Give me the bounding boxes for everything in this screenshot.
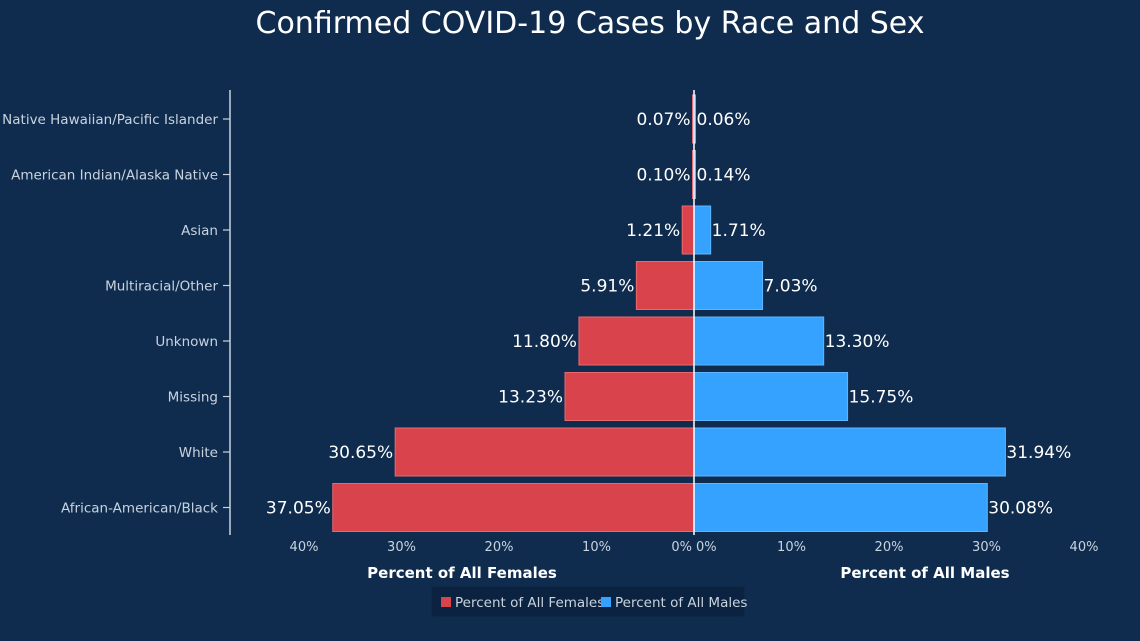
data-label-male-native-hawaiian-pacific-islander: 0.06% bbox=[697, 110, 751, 130]
data-label-female-missing: 13.23% bbox=[498, 388, 563, 408]
data-label-male-african-american-black: 30.08% bbox=[988, 499, 1053, 519]
bar-male-african-american-black bbox=[693, 483, 988, 532]
data-label-male-multiracial-other: 7.03% bbox=[764, 277, 818, 297]
data-labels-group: 0.07% 0.06% 0.10% 0.14% 1.21% 1.71% 5.91% 7.03%… bbox=[266, 110, 1071, 519]
data-label-male-unknown: 13.30% bbox=[825, 332, 890, 352]
bar-female-asian bbox=[681, 205, 695, 255]
legend-swatch-females bbox=[441, 597, 451, 607]
data-label-female-native-hawaiian-pacific-islander: 0.07% bbox=[636, 110, 690, 130]
right-tick-label-10: 10% bbox=[777, 540, 806, 555]
legend-label-males: Percent of All Males bbox=[615, 595, 747, 611]
category-labels-group: Native Hawaiian/Pacific Islander American… bbox=[2, 112, 230, 517]
left-tick-label-0: 0% bbox=[671, 540, 692, 555]
data-label-male-white: 31.94% bbox=[1006, 443, 1071, 463]
left-tick-label-10: 10% bbox=[582, 540, 611, 555]
bar-male-white bbox=[693, 427, 1006, 477]
bar-male-missing bbox=[693, 372, 849, 421]
legend-label-females: Percent of All Females bbox=[455, 595, 604, 611]
right-axis-title: Percent of All Males bbox=[840, 564, 1009, 582]
data-label-female-unknown: 11.80% bbox=[512, 332, 577, 352]
data-label-male-missing: 15.75% bbox=[849, 388, 914, 408]
data-label-male-american-indian-alaska-native: 0.14% bbox=[697, 166, 751, 186]
legend-box bbox=[431, 586, 745, 617]
data-label-female-multiracial-other: 5.91% bbox=[580, 277, 634, 297]
right-tick-label-20: 20% bbox=[875, 540, 904, 555]
category-label-african-american-black: African-American/Black bbox=[61, 501, 218, 517]
data-label-female-american-indian-alaska-native: 0.10% bbox=[636, 166, 690, 186]
left-tick-label-20: 20% bbox=[485, 540, 514, 555]
bar-male-unknown bbox=[693, 316, 825, 366]
tick-labels-group: 40% 30% 20% 10% 0% 0% 10% 20% 30% 40% bbox=[290, 540, 1099, 555]
bar-female-white bbox=[394, 427, 695, 477]
bar-female-unknown bbox=[578, 316, 695, 366]
bar-female-missing bbox=[564, 372, 695, 421]
category-label-white: White bbox=[179, 445, 218, 461]
legend-swatch-males bbox=[601, 597, 611, 607]
data-label-female-asian: 1.21% bbox=[626, 221, 680, 241]
category-label-unknown: Unknown bbox=[155, 334, 218, 350]
category-label-missing: Missing bbox=[168, 390, 218, 406]
bar-male-asian bbox=[693, 205, 712, 255]
left-axis-title: Percent of All Females bbox=[367, 564, 557, 582]
bar-female-multiracial-other bbox=[635, 261, 695, 310]
bar-female-african-american-black bbox=[332, 483, 695, 532]
right-tick-label-40: 40% bbox=[1070, 540, 1099, 555]
left-tick-label-40: 40% bbox=[290, 540, 319, 555]
category-label-native-hawaiian-pacific-islander: Native Hawaiian/Pacific Islander bbox=[2, 112, 218, 128]
data-label-male-asian: 1.71% bbox=[712, 221, 766, 241]
bars-group bbox=[332, 94, 1006, 532]
bar-male-multiracial-other bbox=[693, 261, 764, 310]
data-label-female-white: 30.65% bbox=[328, 443, 393, 463]
left-tick-label-30: 30% bbox=[387, 540, 416, 555]
data-label-female-african-american-black: 37.05% bbox=[266, 499, 331, 519]
category-label-american-indian-alaska-native: American Indian/Alaska Native bbox=[11, 168, 218, 184]
category-label-asian: Asian bbox=[181, 223, 218, 239]
category-label-multiracial-other: Multiracial/Other bbox=[105, 279, 218, 295]
chart-title: Confirmed COVID-19 Cases by Race and Sex bbox=[256, 6, 925, 41]
right-tick-label-30: 30% bbox=[972, 540, 1001, 555]
legend: Percent of All Females Percent of All Ma… bbox=[431, 586, 747, 617]
right-tick-label-0: 0% bbox=[696, 540, 717, 555]
